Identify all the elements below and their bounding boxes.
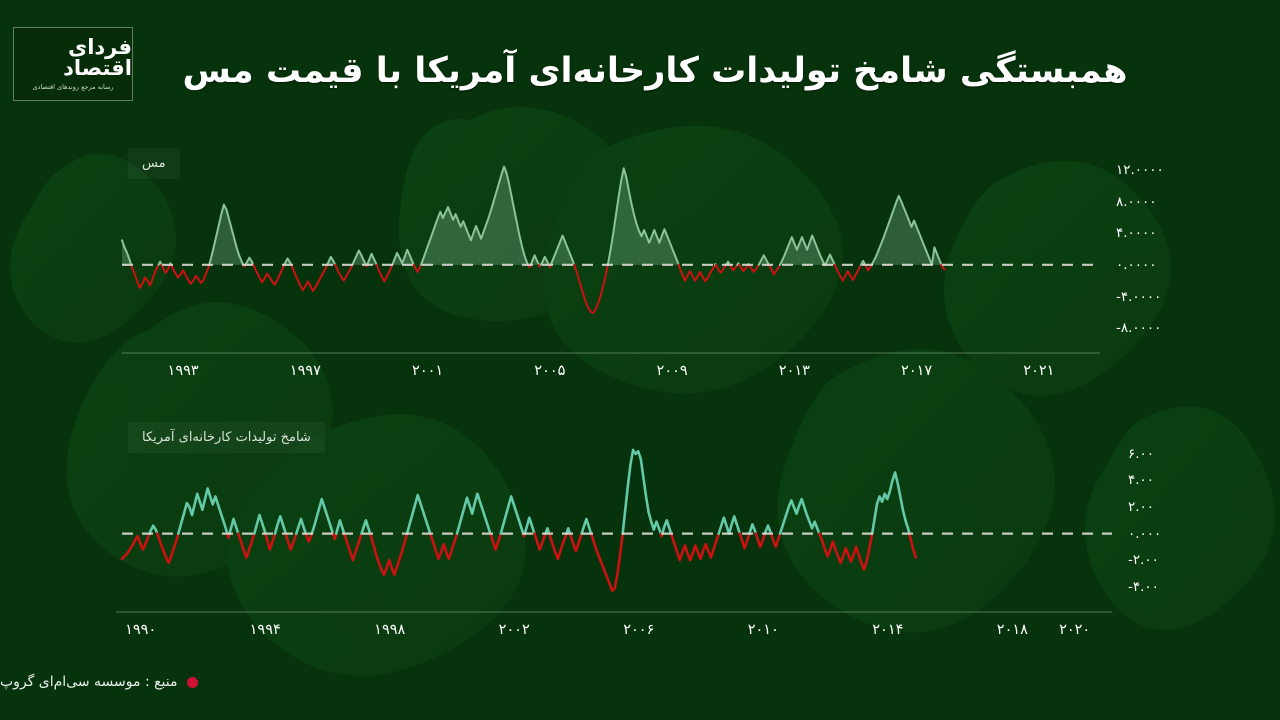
x-tick-label: ۲۰۲۱ xyxy=(1023,363,1055,379)
page-title: همبستگی شامخ تولیدات کارخانه‌ای آمریکا ب… xyxy=(182,51,1128,91)
x-tick-label: ۱۹۹۰ xyxy=(125,622,157,638)
source-marker-dot xyxy=(186,676,198,688)
y-tick-label: ۶.۰۰ xyxy=(1128,445,1155,462)
x-tick-label: ۲۰۱۸ xyxy=(996,622,1028,638)
x-tick-label: ۲۰۰۵ xyxy=(534,363,566,379)
x-tick-label: ۲۰۱۷ xyxy=(901,363,933,379)
x-tick-label: ۲۰۰۲ xyxy=(498,622,530,638)
y-tick-label: -۴.۰۰۰۰ xyxy=(1116,288,1162,305)
x-tick-label: ۲۰۱۰ xyxy=(747,622,779,638)
series-label-copper: مس xyxy=(128,148,180,179)
y-axis-labels-copper: ۱۲.۰۰۰۰ ۸.۰۰۰۰ ۴.۰۰۰۰ ۰.۰۰۰۰ -۴.۰۰۰۰ -۸.۰۰۰۰ xyxy=(1116,120,1236,400)
chart-panel-copper: مس ۱۲.۰۰۰۰ ۸.۰۰۰۰ ۴.۰۰۰۰ ۰.۰۰۰۰ -۴.۰۰۰۰ -۸.۰۰… xyxy=(0,120,1280,400)
x-tick-label: ۲۰۰۹ xyxy=(656,363,688,379)
x-tick-label: ۱۹۹۸ xyxy=(374,622,406,638)
x-tick-label: ۲۰۰۱ xyxy=(412,363,444,379)
x-tick-label: ۱۹۹۷ xyxy=(289,363,321,379)
y-tick-label: ۱۲.۰۰۰۰ xyxy=(1116,161,1164,178)
y-tick-label: ۰.۰۰۰ xyxy=(1128,525,1162,542)
x-tick-label: ۱۹۹۴ xyxy=(249,622,281,638)
source-note: منبع : موسسه سی‌ام‌ای گروپ xyxy=(0,662,1280,702)
y-tick-label: ۸.۰۰۰۰ xyxy=(1116,193,1157,210)
y-tick-label: ۲.۰۰ xyxy=(1128,499,1155,516)
header: فردای اقتصاد رسانه مرجع روندهای اقتصادی … xyxy=(0,0,1280,120)
logo-title: فردای اقتصاد xyxy=(63,35,132,81)
y-tick-label: ۰.۰۰۰۰ xyxy=(1116,256,1157,273)
series-label-pmi: شامخ تولیدات کارخانه‌ای آمریکا xyxy=(128,422,325,453)
x-tick-label: ۲۰۲۰ xyxy=(1059,622,1091,638)
y-tick-label: ۴.۰۰۰۰ xyxy=(1116,225,1157,242)
x-tick-label: ۲۰۱۴ xyxy=(872,622,904,638)
x-axis-labels-pmi: ۱۹۹۰ ۱۹۹۴ ۱۹۹۸ ۲۰۰۲ ۲۰۰۶ ۲۰۱۰ ۲۰۱۴ ۲۰۱۸ ۲۰۲۰ xyxy=(0,622,1280,656)
x-tick-label: ۲۰۱۳ xyxy=(778,363,810,379)
y-tick-label: -۴.۰۰ xyxy=(1128,578,1159,595)
chart-panel-pmi: شامخ تولیدات کارخانه‌ای آمریکا ۶.۰۰ ۴.۰۰ ۲… xyxy=(0,400,1280,660)
y-tick-label: -۲.۰۰ xyxy=(1128,552,1159,569)
x-tick-label: ۱۹۹۳ xyxy=(167,363,199,379)
y-tick-label: -۸.۰۰۰۰ xyxy=(1116,320,1162,337)
logo-subtitle: رسانه مرجع روندهای اقتصادی xyxy=(32,83,114,92)
x-tick-label: ۲۰۰۶ xyxy=(623,622,655,638)
brand-logo[interactable]: فردای اقتصاد رسانه مرجع روندهای اقتصادی xyxy=(13,27,133,101)
y-tick-label: ۴.۰۰ xyxy=(1128,472,1155,489)
y-axis-labels-pmi: ۶.۰۰ ۴.۰۰ ۲.۰۰ ۰.۰۰۰ -۲.۰۰ -۴.۰۰ xyxy=(1128,400,1248,660)
x-axis-labels-copper: ۱۹۹۳ ۱۹۹۷ ۲۰۰۱ ۲۰۰۵ ۲۰۰۹ ۲۰۱۳ ۲۰۱۷ ۲۰۲۱ xyxy=(0,363,1280,397)
source-label: منبع : موسسه سی‌ام‌ای گروپ xyxy=(0,674,178,690)
chart-plot-copper xyxy=(121,165,1100,354)
